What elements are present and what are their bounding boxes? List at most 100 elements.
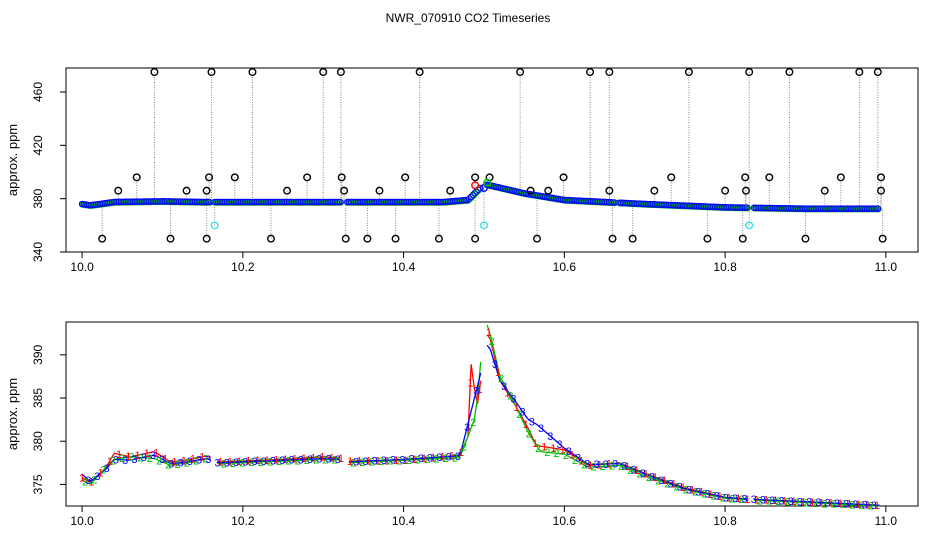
bottom-series-1-marker: 1 (763, 495, 769, 507)
top-flag-point (741, 186, 750, 195)
bottom-series-3-marker: 3 (640, 468, 646, 480)
bottom-series-1-marker: 1 (319, 452, 325, 464)
top-peak-point (483, 178, 492, 187)
top-x-axis: 10.0 10.2 10.4 10.6 10.8 11.0 (70, 252, 897, 274)
bottom-series-2-marker: 2 (572, 455, 578, 467)
top-flag-point (516, 67, 525, 76)
bottom-series-3-marker: 3 (797, 496, 803, 508)
bottom-series-2-marker: 2 (683, 485, 689, 497)
bottom-series-3-marker: 3 (732, 493, 738, 505)
bottom-series-2-marker: 2 (359, 457, 365, 469)
bottom-x-tick-label: 10.2 (231, 514, 255, 528)
bottom-series-2-marker: 2 (461, 441, 467, 453)
bottom-series-3-marker: 3 (215, 457, 221, 469)
bottom-series-2-marker: 2 (757, 495, 763, 507)
bottom-series-1-marker: 1 (292, 453, 298, 465)
bottom-series-3-marker: 3 (760, 495, 766, 507)
top-y-tick-label: 460 (31, 82, 45, 102)
bottom-series-1-marker: 1 (772, 495, 778, 507)
bottom-series-1-marker: 1 (171, 456, 177, 468)
bottom-series-3-marker: 3 (630, 464, 636, 476)
bottom-series-3-marker: 3 (436, 452, 442, 464)
top-flag-point (605, 67, 614, 76)
bottom-series-2-marker: 2 (101, 465, 107, 477)
top-flag-point (877, 186, 886, 195)
bottom-series-2-marker: 2 (692, 487, 698, 499)
top-flag-point (434, 234, 443, 243)
bottom-series-3-marker: 3 (464, 422, 470, 434)
top-peak-point (471, 181, 480, 190)
top-flag-point (283, 186, 292, 195)
bottom-series-2-marker: 2 (156, 455, 162, 467)
top-flag-point (391, 234, 400, 243)
bottom-series-3-marker: 3 (806, 497, 812, 509)
bottom-series-3-marker: 3 (871, 500, 877, 512)
top-flag-point (741, 173, 750, 182)
bottom-series-1-marker: 1 (661, 475, 667, 487)
bottom-series-3-marker: 3 (196, 455, 202, 467)
bottom-series-1-marker: 1 (449, 451, 455, 463)
bottom-series-3-marker: 3 (658, 475, 664, 487)
bottom-series-3-marker: 3 (307, 454, 313, 466)
bottom-series-3-marker: 3 (446, 451, 452, 463)
top-flag-point (202, 234, 211, 243)
top-flag-point (471, 234, 480, 243)
bottom-series-2-marker: 2 (415, 454, 421, 466)
top-flag-point (684, 67, 693, 76)
bottom-series-3-marker: 3 (695, 486, 701, 498)
bottom-series-3-marker: 3 (714, 490, 720, 502)
bottom-series-1-marker: 1 (541, 442, 547, 454)
bottom-series-3-marker: 3 (492, 359, 498, 371)
top-flag-point (303, 173, 312, 182)
bottom-series-3-marker: 3 (178, 457, 184, 469)
bottom-series-1-marker: 1 (255, 455, 261, 467)
bottom-series-2-marker: 2 (849, 500, 855, 512)
bottom-series-1-marker: 1 (412, 454, 418, 466)
bottom-series-2-marker: 2 (729, 494, 735, 506)
bottom-series-1-marker: 1 (754, 494, 760, 506)
bottom-series-1-marker: 1 (273, 454, 279, 466)
bottom-series-1-marker: 1 (375, 455, 381, 467)
top-x-tick-label: 10.6 (553, 260, 577, 274)
top-panel: 10.0 10.2 10.4 10.6 10.8 11.0 340 380 420 460 ap… (5, 67, 919, 274)
bottom-series-2-marker: 2 (239, 458, 245, 470)
bottom-series-2-marker: 2 (498, 373, 504, 385)
bottom-series-1-marker: 1 (421, 453, 427, 465)
bottom-series-1-marker: 1 (643, 468, 649, 480)
bottom-series-3-marker: 3 (372, 456, 378, 468)
top-flag-point (608, 234, 617, 243)
bottom-series-1-marker: 1 (504, 387, 510, 399)
top-flag-point (401, 173, 410, 182)
top-flag-point (873, 67, 882, 76)
bottom-series-2-marker: 2 (276, 456, 282, 468)
bottom-series-3-marker: 3 (316, 454, 322, 466)
bottom-series-2-marker: 2 (590, 462, 596, 474)
bottom-series-2-marker: 2 (711, 491, 717, 503)
bottom-series-1-marker: 1 (125, 451, 131, 463)
bottom-series-2-marker: 2 (517, 409, 523, 421)
bottom-series-3-marker: 3 (575, 452, 581, 464)
bottom-series-3-marker: 3 (862, 499, 868, 511)
bottom-series-2-marker: 2 (332, 455, 338, 467)
top-flag-point (182, 186, 191, 195)
bottom-series-1-marker: 1 (245, 456, 251, 468)
bottom-series-1-marker: 1 (347, 456, 353, 468)
bottom-series-2-marker: 2 (175, 459, 181, 471)
top-cal-point (479, 221, 488, 230)
bottom-series-2-marker: 2 (794, 497, 800, 509)
top-flag-point (341, 234, 350, 243)
top-series3-point (872, 205, 880, 212)
bottom-series-1-marker: 1 (560, 444, 566, 456)
top-flag-point (248, 67, 257, 76)
bottom-series-1-marker: 1 (569, 450, 575, 462)
bottom-series-1-marker: 1 (430, 452, 436, 464)
bottom-series-2-marker: 2 (119, 453, 125, 465)
bottom-series-3-marker: 3 (612, 459, 618, 471)
bottom-series-2-marker: 2 (387, 456, 393, 468)
top-flag-point (132, 173, 141, 182)
bottom-series-1-marker: 1 (153, 447, 159, 459)
bottom-series-1-marker: 1 (338, 453, 344, 465)
bottom-series-1-marker: 1 (486, 327, 492, 339)
bottom-y-axis: 375 380 385 390 (31, 344, 66, 494)
bottom-x-tick-label: 10.6 (553, 514, 577, 528)
